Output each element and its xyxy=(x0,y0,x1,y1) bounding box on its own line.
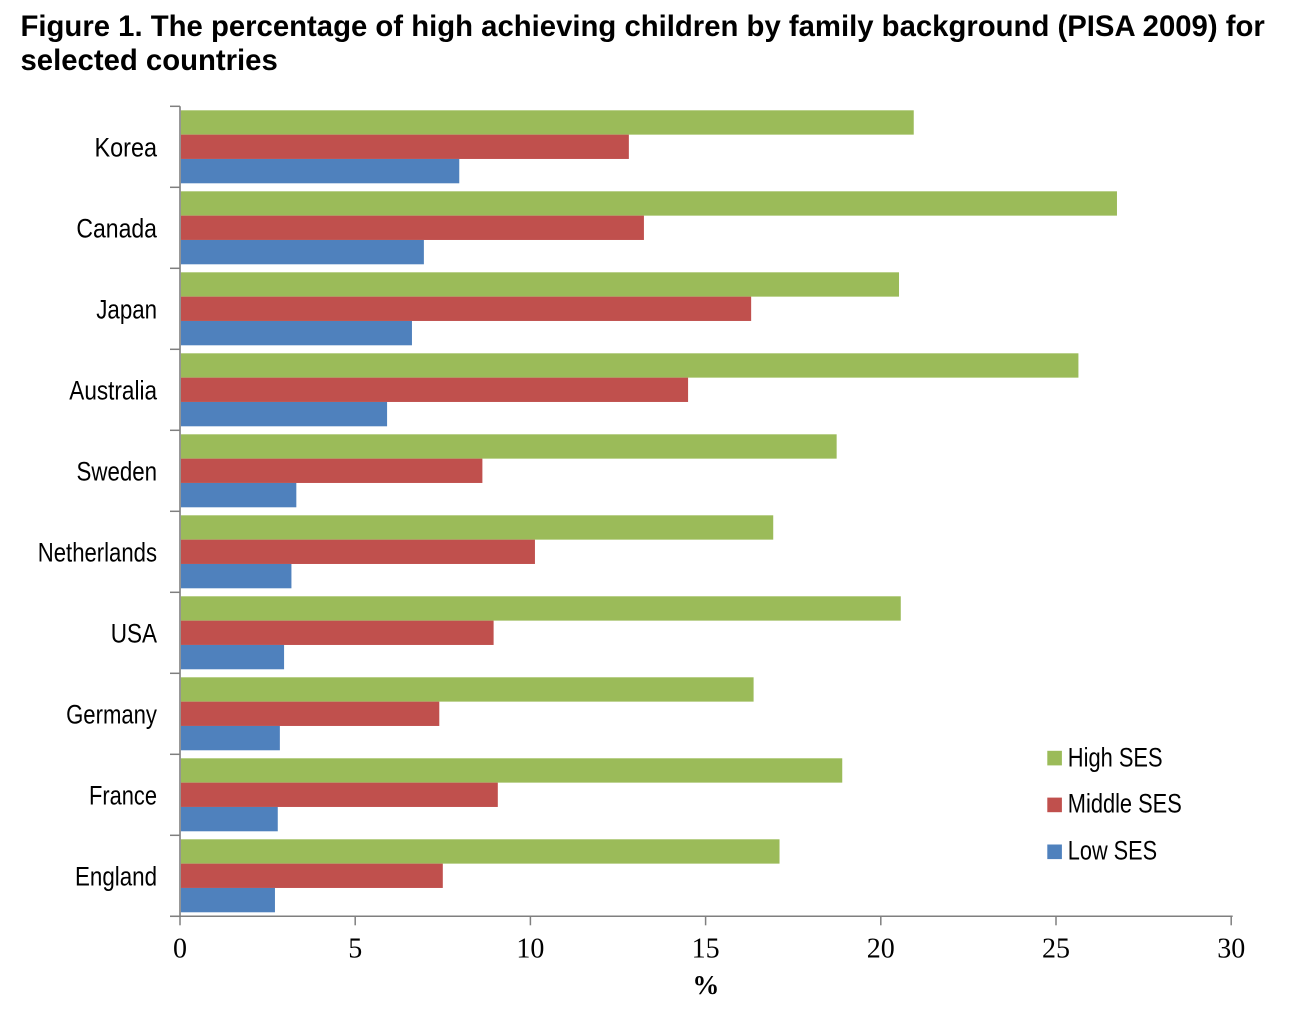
svg-text:0: 0 xyxy=(173,934,187,965)
svg-text:Middle SES: Middle SES xyxy=(1068,788,1182,818)
svg-text:Germany: Germany xyxy=(66,699,157,729)
svg-text:%: % xyxy=(692,970,719,1000)
svg-text:5: 5 xyxy=(348,934,362,965)
svg-text:Low SES: Low SES xyxy=(1068,835,1157,865)
svg-text:Sweden: Sweden xyxy=(77,456,158,486)
svg-text:High SES: High SES xyxy=(1068,742,1163,772)
svg-text:Canada: Canada xyxy=(76,213,157,243)
svg-text:10: 10 xyxy=(516,934,544,965)
svg-text:Japan: Japan xyxy=(96,294,157,324)
svg-text:Korea: Korea xyxy=(95,132,158,162)
svg-text:Australia: Australia xyxy=(69,375,158,405)
svg-text:England: England xyxy=(75,861,157,891)
svg-text:25: 25 xyxy=(1042,934,1070,965)
svg-text:France: France xyxy=(89,780,157,810)
svg-text:30: 30 xyxy=(1217,934,1245,965)
svg-text:USA: USA xyxy=(111,618,157,648)
svg-text:20: 20 xyxy=(867,934,895,965)
svg-text:15: 15 xyxy=(692,934,720,965)
svg-text:Netherlands: Netherlands xyxy=(38,537,157,567)
